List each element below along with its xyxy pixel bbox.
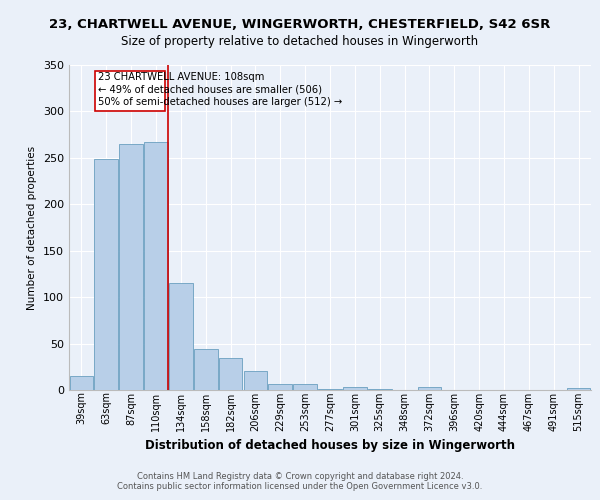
Text: Size of property relative to detached houses in Wingerworth: Size of property relative to detached ho… — [121, 35, 479, 48]
Bar — [343, 387, 367, 390]
Text: Contains public sector information licensed under the Open Government Licence v3: Contains public sector information licen… — [118, 482, 482, 491]
X-axis label: Distribution of detached houses by size in Wingerworth: Distribution of detached houses by size … — [145, 439, 515, 452]
Y-axis label: Number of detached properties: Number of detached properties — [28, 146, 37, 310]
Bar — [567, 388, 590, 390]
Bar — [169, 283, 193, 390]
Bar — [418, 387, 441, 390]
Text: ← 49% of detached houses are smaller (506): ← 49% of detached houses are smaller (50… — [98, 84, 322, 94]
Bar — [119, 144, 143, 390]
Text: Contains HM Land Registry data © Crown copyright and database right 2024.: Contains HM Land Registry data © Crown c… — [137, 472, 463, 481]
Bar — [368, 389, 392, 390]
Bar — [219, 358, 242, 390]
Bar — [144, 142, 168, 390]
Bar — [244, 370, 267, 390]
Bar — [268, 384, 292, 390]
Text: 23, CHARTWELL AVENUE, WINGERWORTH, CHESTERFIELD, S42 6SR: 23, CHARTWELL AVENUE, WINGERWORTH, CHEST… — [49, 18, 551, 30]
Bar — [194, 349, 218, 390]
Bar — [293, 384, 317, 390]
Bar — [94, 159, 118, 390]
Bar — [70, 376, 93, 390]
Text: 50% of semi-detached houses are larger (512) →: 50% of semi-detached houses are larger (… — [98, 96, 343, 106]
Bar — [318, 389, 342, 390]
FancyBboxPatch shape — [95, 70, 164, 110]
Text: 23 CHARTWELL AVENUE: 108sqm: 23 CHARTWELL AVENUE: 108sqm — [98, 72, 265, 83]
